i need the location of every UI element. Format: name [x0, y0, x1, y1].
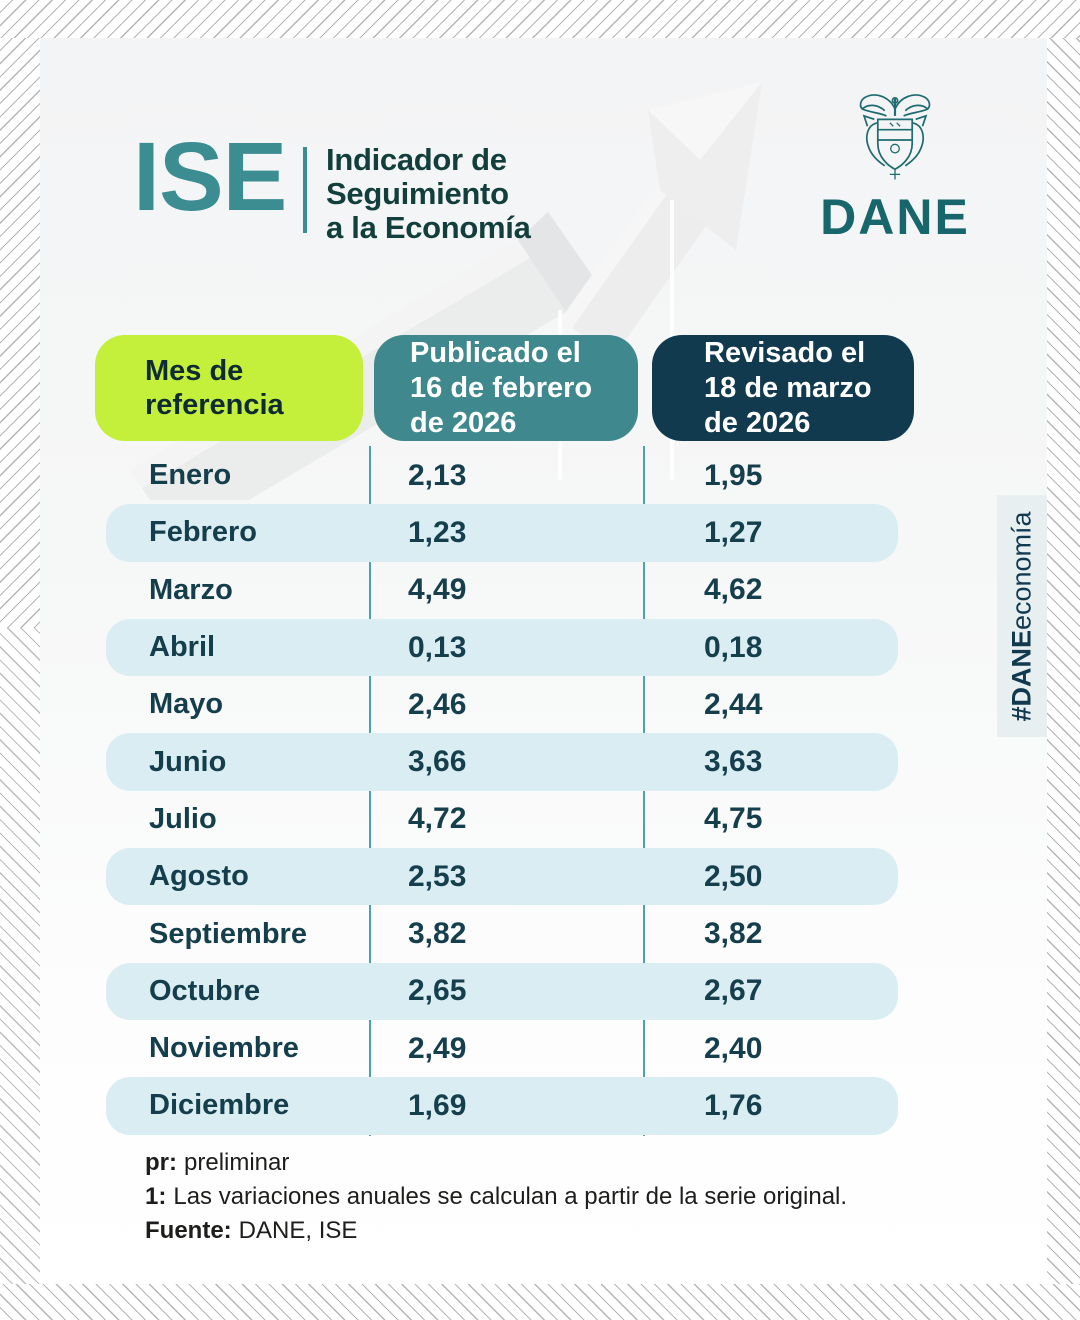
footnote-method: 1: Las variaciones anuales se calculan a …: [145, 1180, 847, 1214]
month-cell: Diciembre: [149, 1089, 290, 1122]
revised-value-cell: 4,62: [704, 573, 763, 607]
hashtag-regular-part: economía: [1006, 510, 1037, 630]
hashtag-text: #DANEeconomía: [1007, 511, 1038, 721]
revised-value-cell: 1,95: [704, 458, 763, 492]
table-row: Julio 4,72 4,75: [106, 791, 898, 848]
footnote-preliminar-lead: pr:: [145, 1149, 177, 1176]
month-cell: Noviembre: [149, 1032, 299, 1065]
footnote-source-lead: Fuente:: [145, 1217, 232, 1244]
table-column-divider-2: [643, 446, 645, 1136]
published-value-cell: 3,82: [408, 917, 467, 951]
dane-logo-block: DANE: [800, 90, 990, 242]
month-cell: Septiembre: [149, 917, 307, 950]
report-title-line2: Seguimiento: [326, 176, 509, 211]
revised-value-cell: 3,82: [704, 917, 763, 951]
hatch-border-top: [0, 0, 1080, 38]
published-value-cell: 2,46: [408, 687, 467, 721]
column-header-month-line2: referencia: [145, 389, 284, 421]
table-row: Junio 3,66 3,63: [106, 733, 898, 791]
report-title-line3: a la Economía: [326, 210, 531, 245]
month-cell: Marzo: [149, 573, 233, 606]
column-header-revised-line3: de 2026: [704, 406, 811, 439]
month-cell: Febrero: [149, 516, 257, 549]
revised-value-cell: 2,40: [704, 1031, 763, 1065]
column-header-revised-line2: 18 de marzo: [704, 371, 872, 404]
table-row: Febrero 1,23 1,27: [106, 504, 898, 562]
header-divider: [303, 147, 307, 233]
table-row: Mayo 2,46 2,44: [106, 676, 898, 733]
hatch-border-bottom: [0, 1284, 1080, 1320]
footnote-method-lead: 1:: [145, 1183, 167, 1210]
revised-value-cell: 2,50: [704, 859, 763, 893]
footnote-preliminar: pr: preliminar: [145, 1146, 847, 1180]
revised-value-cell: 0,18: [704, 630, 763, 664]
table-column-divider-1: [369, 446, 371, 1136]
published-value-cell: 2,65: [408, 974, 467, 1008]
column-header-published-line1: Publicado el: [410, 336, 581, 369]
table-row: Abril 0,13 0,18: [106, 618, 898, 677]
revised-value-cell: 1,76: [704, 1088, 763, 1122]
revised-value-cell: 3,63: [704, 745, 763, 779]
published-value-cell: 1,23: [408, 515, 467, 549]
footnote-method-text: Las variaciones anuales se calculan a pa…: [173, 1183, 848, 1210]
published-value-cell: 3,66: [408, 745, 467, 779]
column-header-published-line2: 16 de febrero: [410, 371, 593, 404]
table-row: Enero 2,13 1,95: [106, 447, 898, 504]
dane-wordmark: DANE: [820, 189, 970, 245]
hatch-border-left-lower: [0, 628, 40, 1284]
hatch-border-right: [1047, 38, 1080, 1284]
column-header-month-line1: Mes de: [145, 355, 244, 387]
published-value-cell: 1,69: [408, 1088, 467, 1122]
hashtag-bold-part: #DANE: [1006, 629, 1037, 722]
month-cell: Octubre: [149, 974, 261, 1007]
published-value-cell: 0,13: [408, 630, 467, 664]
table-row: Septiembre 3,82 3,82: [106, 905, 898, 962]
table-row: Agosto 2,53 2,50: [106, 848, 898, 906]
table-row: Diciembre 1,69 1,76: [106, 1077, 898, 1135]
published-value-cell: 2,13: [408, 458, 467, 492]
column-header-revised: Revisado el 18 de marzo de 2026: [652, 335, 914, 441]
month-cell: Abril: [149, 631, 216, 664]
footnote-source: Fuente: DANE, ISE: [145, 1214, 847, 1248]
published-value-cell: 4,72: [408, 802, 467, 836]
footnote-source-text: DANE, ISE: [238, 1217, 358, 1244]
month-cell: Julio: [149, 802, 217, 835]
ise-logo: ISE: [133, 122, 287, 231]
report-title-line1: Indicador de: [326, 142, 507, 177]
colombia-crest-icon: [859, 94, 931, 180]
report-title: Indicador de Seguimiento a la Economía: [326, 143, 531, 245]
published-value-cell: 2,53: [408, 859, 467, 893]
published-value-cell: 4,49: [408, 573, 467, 607]
month-cell: Enero: [149, 459, 232, 492]
month-cell: Agosto: [149, 860, 249, 893]
column-header-published-line3: de 2026: [410, 406, 517, 439]
hatch-border-left-upper: [0, 38, 40, 628]
table-row: Octubre 2,65 2,67: [106, 962, 898, 1020]
column-header-revised-line1: Revisado el: [704, 336, 866, 369]
revised-value-cell: 4,75: [704, 802, 763, 836]
published-value-cell: 2,49: [408, 1031, 467, 1065]
month-cell: Mayo: [149, 688, 224, 721]
data-table: Enero 2,13 1,95 Febrero 1,23 1,27 Marzo …: [106, 447, 898, 1135]
month-cell: Junio: [149, 745, 227, 778]
column-header-published: Publicado el 16 de febrero de 2026: [374, 335, 638, 441]
footnote-preliminar-text: preliminar: [184, 1149, 290, 1176]
footnotes: pr: preliminar 1: Las variaciones anuales …: [145, 1146, 847, 1248]
hashtag-ribbon: #DANEeconomía: [997, 495, 1047, 737]
table-row: Marzo 4,49 4,62: [106, 562, 898, 619]
revised-value-cell: 2,44: [704, 687, 763, 721]
column-header-month: Mes de referencia: [95, 335, 363, 441]
revised-value-cell: 2,67: [704, 974, 763, 1008]
revised-value-cell: 1,27: [704, 515, 763, 549]
table-row: Noviembre 2,49 2,40: [106, 1020, 898, 1077]
